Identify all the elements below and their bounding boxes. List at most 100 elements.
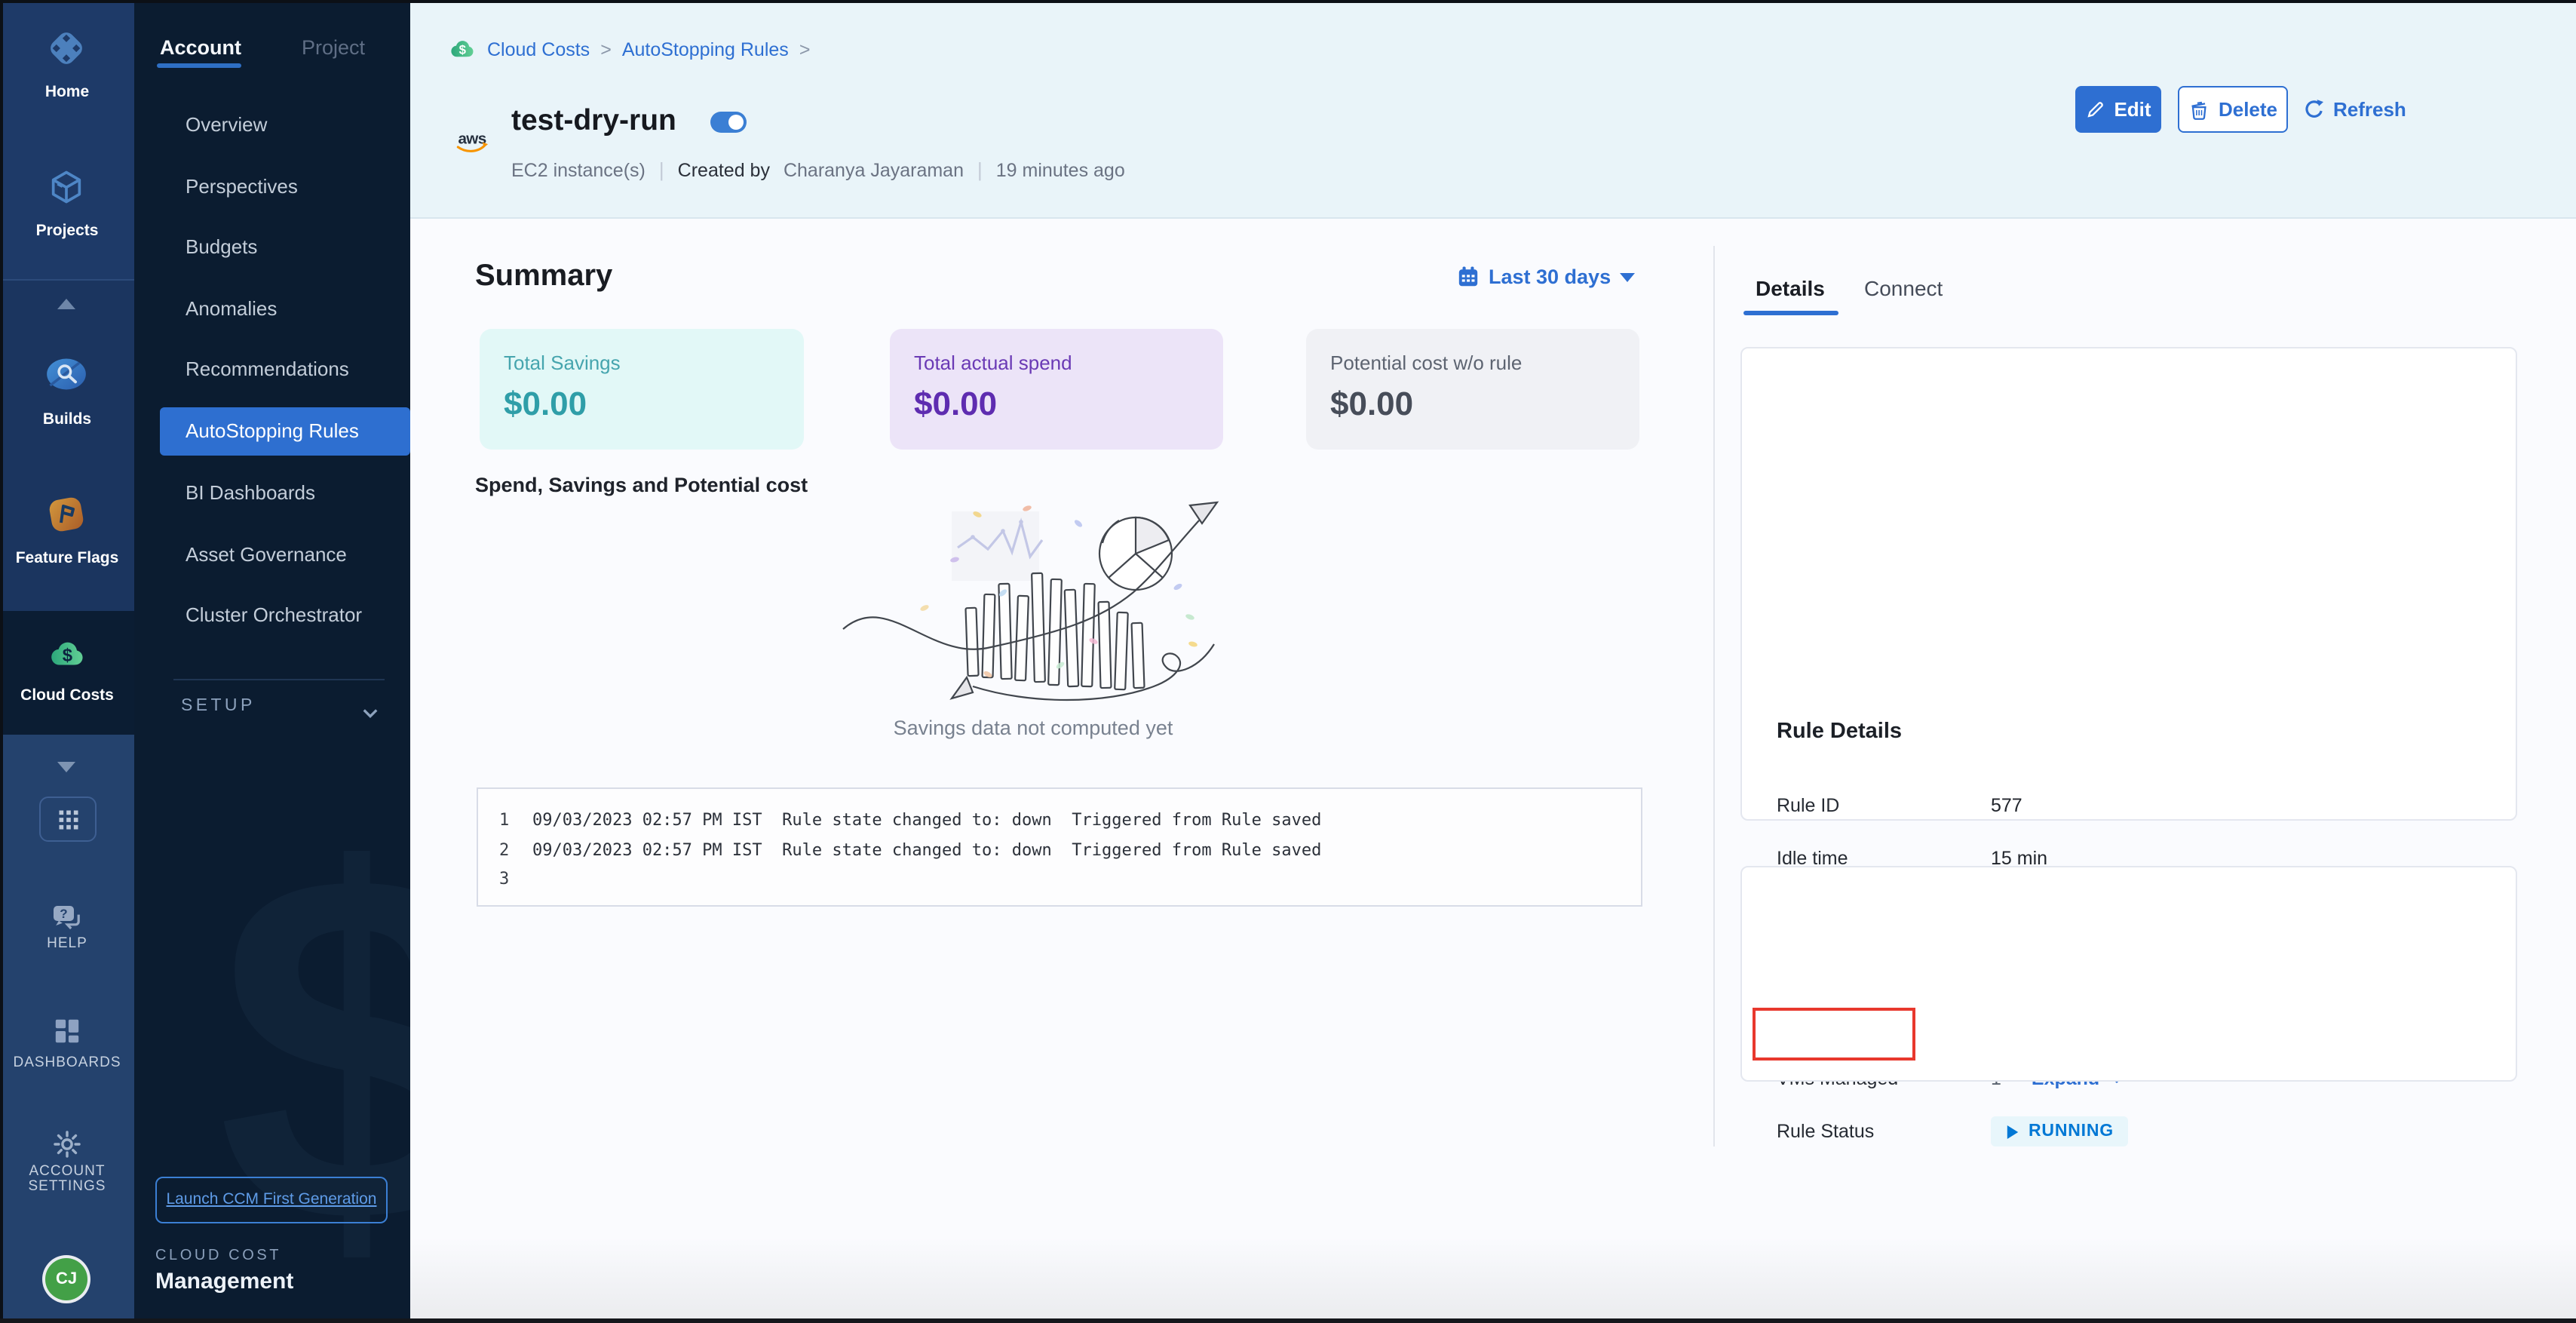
rail-item-home[interactable]: Home xyxy=(44,83,90,101)
rail-item-account-settings[interactable]: ACCOUNT SETTINGS xyxy=(28,1163,106,1195)
total-actual-spend-card: Total actual spend $0.00 xyxy=(890,329,1223,450)
module-name: Management xyxy=(155,1269,294,1294)
gear-icon[interactable] xyxy=(51,1128,83,1168)
svg-text:aws: aws xyxy=(458,130,486,147)
empty-chart-message: Savings data not computed yet xyxy=(893,717,1173,739)
rail-scroll-up-icon[interactable] xyxy=(57,299,75,309)
projects-cube-icon[interactable] xyxy=(47,167,86,214)
rule-status-row: Rule Status RUNNING xyxy=(1742,1113,2519,1150)
total-savings-card: Total Savings $0.00 xyxy=(480,329,804,450)
aws-logo: aws xyxy=(451,128,493,164)
total-savings-value: $0.00 xyxy=(504,385,587,422)
advanced-configuration-card: Advanced Configuration Hide progress pag… xyxy=(1740,866,2517,1082)
rule-activity-log: 1 09/03/2023 02:57 PM IST Rule state cha… xyxy=(477,787,1642,907)
rule-enabled-toggle[interactable] xyxy=(710,112,747,133)
sidebar-item-asset-governance[interactable]: Asset Governance xyxy=(186,542,347,565)
log-line: 1 09/03/2023 02:57 PM IST Rule state cha… xyxy=(499,810,1322,830)
sidebar-item-bi-dashboards[interactable]: BI Dashboards xyxy=(186,481,315,504)
tab-details[interactable]: Details xyxy=(1756,276,1825,300)
module-rail-active-highlight xyxy=(0,611,134,735)
breadcrumb-cloud-costs[interactable]: Cloud Costs xyxy=(487,38,590,60)
tab-project[interactable]: Project xyxy=(302,36,366,59)
rail-item-cloud-costs[interactable]: Cloud Costs xyxy=(20,686,114,704)
breadcrumb-separator: > xyxy=(600,38,612,60)
play-icon xyxy=(2007,1125,2019,1138)
dry-run-highlight-box xyxy=(1753,1008,1915,1061)
created-by-name: Charanya Jayaraman xyxy=(783,159,964,180)
panel-divider xyxy=(1713,246,1715,1146)
harness-home-icon[interactable] xyxy=(45,27,87,77)
total-savings-label: Total Savings xyxy=(504,351,621,374)
rail-item-feature-flags[interactable]: Feature Flags xyxy=(15,549,119,567)
module-rail-bottom-section xyxy=(0,735,134,1323)
edit-button[interactable]: Edit xyxy=(2075,86,2161,133)
pencil-icon xyxy=(2087,102,2103,118)
setup-section-toggle[interactable]: SETUP xyxy=(181,697,256,715)
cloud-costs-icon[interactable]: $ xyxy=(47,638,87,677)
breadcrumb-separator: > xyxy=(799,38,811,60)
tab-details-underline xyxy=(1743,311,1838,315)
module-picker-button[interactable] xyxy=(39,797,97,842)
total-actual-spend-label: Total actual spend xyxy=(914,351,1072,374)
refresh-button[interactable]: Refresh xyxy=(2303,95,2406,122)
empty-chart-illustration xyxy=(834,499,1232,721)
tab-connect[interactable]: Connect xyxy=(1864,276,1943,300)
rule-details-card: Rule Details Rule ID 577 Idle time 15 mi… xyxy=(1740,347,2517,1146)
service-type: EC2 instance(s) xyxy=(511,159,646,180)
cloud-costs-breadcrumb-icon: $ xyxy=(451,41,474,57)
summary-heading: Summary xyxy=(475,259,613,293)
delete-button[interactable]: Delete xyxy=(2178,86,2288,133)
chevron-down-icon[interactable] xyxy=(362,700,379,727)
help-chat-icon[interactable]: ? xyxy=(50,902,84,940)
rail-item-help[interactable]: HELP xyxy=(47,935,87,952)
rule-id-row: Rule ID 577 xyxy=(1777,795,2022,816)
sidebar-item-recommendations[interactable]: Recommendations xyxy=(186,358,349,380)
total-actual-spend-value: $0.00 xyxy=(914,385,998,422)
breadcrumb: $ Cloud Costs > AutoStopping Rules > xyxy=(448,38,810,60)
rail-divider xyxy=(0,279,134,281)
rail-scroll-down-icon[interactable] xyxy=(57,762,75,772)
log-line: 2 09/03/2023 02:57 PM IST Rule state cha… xyxy=(499,840,1322,859)
log-line: 3 xyxy=(499,869,510,889)
status-badge: RUNNING xyxy=(1991,1116,2129,1146)
trash-icon xyxy=(2191,100,2206,119)
rail-item-projects[interactable]: Projects xyxy=(35,222,99,240)
tab-account[interactable]: Account xyxy=(160,36,241,59)
sidebar-item-perspectives[interactable]: Perspectives xyxy=(186,174,298,197)
sidebar-item-cluster-orchestrator[interactable]: Cluster Orchestrator xyxy=(186,603,363,626)
rail-item-dashboards[interactable]: DASHBOARDS xyxy=(13,1054,121,1071)
date-range-selector[interactable]: Last 30 days xyxy=(1457,266,1636,288)
cloud-costs-sidebar: $ Account Project Overview Perspectives … xyxy=(134,0,410,1323)
caret-down-icon xyxy=(1620,272,1636,281)
setup-divider xyxy=(173,679,385,680)
bottom-fade xyxy=(410,1237,2576,1318)
window-edge-bottom xyxy=(0,1318,2576,1323)
user-avatar[interactable]: CJ xyxy=(45,1258,87,1300)
chart-section-title: Spend, Savings and Potential cost xyxy=(475,474,808,496)
breadcrumb-autostopping-rules[interactable]: AutoStopping Rules xyxy=(621,38,789,60)
sidebar-item-anomalies[interactable]: Anomalies xyxy=(186,296,278,319)
launch-ccm-first-gen-button[interactable]: Launch CCM First Generation xyxy=(155,1177,388,1223)
dashboards-icon[interactable] xyxy=(53,1017,81,1053)
refresh-icon xyxy=(2305,99,2323,117)
status-text: RUNNING xyxy=(2029,1122,2114,1140)
module-label: CLOUD COST xyxy=(155,1248,282,1264)
potential-cost-label: Potential cost w/o rule xyxy=(1330,351,1523,374)
apps-grid-icon xyxy=(58,809,78,829)
idle-time-row: Idle time 15 min xyxy=(1777,848,2048,869)
rail-item-builds[interactable]: Builds xyxy=(42,410,92,428)
dollar-watermark: $ xyxy=(217,799,410,1297)
page-title: test-dry-run xyxy=(511,104,676,137)
sidebar-item-overview[interactable]: Overview xyxy=(186,113,268,136)
sidebar-item-autostopping-rules[interactable]: AutoStopping Rules xyxy=(160,407,410,456)
window-edge-top xyxy=(0,0,2576,3)
builds-icon[interactable] xyxy=(45,356,87,400)
svg-text:$: $ xyxy=(63,646,72,666)
created-by-label: Created by xyxy=(677,159,770,180)
calendar-icon xyxy=(1458,266,1478,287)
feature-flags-icon[interactable] xyxy=(47,495,86,542)
rule-details-heading: Rule Details xyxy=(1777,720,1902,744)
sidebar-item-budgets[interactable]: Budgets xyxy=(186,235,258,258)
tab-account-underline xyxy=(157,63,241,68)
